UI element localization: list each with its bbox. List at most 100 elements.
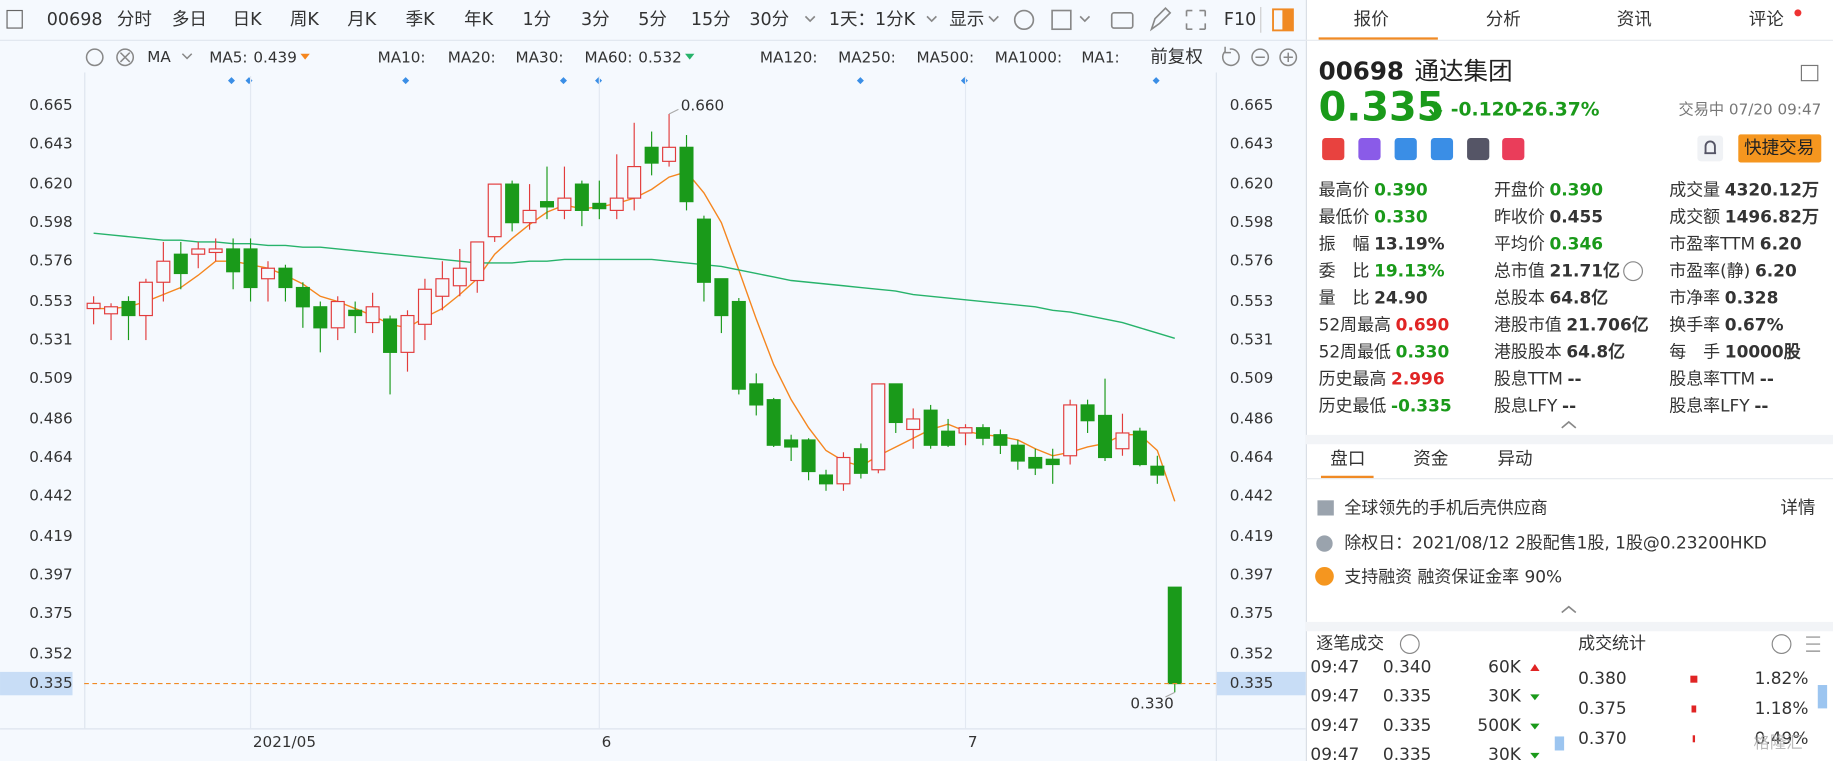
period-tab[interactable]: 1天：1分K — [829, 10, 916, 30]
settings-icon[interactable] — [1013, 9, 1035, 31]
candle-body — [1028, 456, 1043, 469]
zoom-out[interactable] — [1251, 48, 1270, 67]
y-tick-label-right: 0.419 — [1230, 527, 1273, 545]
book-icon — [1317, 500, 1334, 516]
trades-title: 逐笔成交 — [1316, 633, 1384, 653]
ma-x — [119, 52, 193, 63]
period-tab[interactable]: 30分 — [749, 10, 789, 30]
camera-icon[interactable] — [1110, 12, 1134, 29]
stat: 最高价 0.390 — [1319, 180, 1428, 200]
annotation-leader — [668, 108, 679, 115]
candle-body — [417, 288, 432, 325]
trade-time: 09:47 — [1310, 656, 1359, 676]
period-tab[interactable]: F10 — [1224, 10, 1256, 30]
panel-tab[interactable]: 报价 — [1354, 10, 1389, 30]
period-tab[interactable]: 显示 — [949, 10, 984, 30]
y-tick-label-right: 0.352 — [1230, 644, 1273, 662]
expand-icon[interactable] — [1185, 9, 1207, 31]
stat: 历史最高 2.996 — [1319, 369, 1445, 389]
bell[interactable] — [1697, 135, 1724, 162]
panel-icon[interactable] — [1800, 64, 1819, 82]
candle-body — [609, 197, 624, 211]
y-tick-label: 0.375 — [29, 604, 72, 622]
ma-legend-label: MA60: — [585, 48, 633, 66]
sub-tab[interactable]: 资金 — [1413, 449, 1449, 469]
flash-badge[interactable] — [1358, 137, 1381, 161]
price-tag-right — [1216, 671, 1306, 696]
period-tab[interactable]: 3分 — [581, 10, 610, 30]
candle-body — [1063, 404, 1078, 457]
collapse-chevrons[interactable] — [1561, 420, 1577, 614]
quote-change: -0.120 — [1451, 99, 1518, 120]
hk-badge[interactable] — [1322, 137, 1345, 161]
stat-label: 历史最低 — [1319, 396, 1387, 416]
help-icon[interactable] — [1399, 634, 1420, 655]
period-tab[interactable]: 日K — [233, 10, 263, 30]
stat-value: -- — [1562, 396, 1576, 416]
zoom-in[interactable] — [1279, 48, 1298, 67]
annotation-leader — [1165, 691, 1176, 698]
box-icon[interactable] — [1051, 9, 1072, 31]
sub-tab[interactable]: 盘口 — [1330, 449, 1365, 469]
candle-body — [243, 248, 258, 289]
scrollbar[interactable] — [1817, 685, 1828, 709]
ma-legend: MA20: — [448, 48, 496, 66]
adjust[interactable]: 前复权 — [1150, 47, 1203, 67]
ma-settings[interactable] — [85, 48, 104, 67]
more-icon[interactable] — [1771, 634, 1792, 655]
candle-body — [1080, 404, 1095, 422]
reset-icon[interactable] — [1221, 46, 1240, 67]
list-icon[interactable] — [1806, 636, 1821, 652]
period-tab[interactable]: 分时 — [117, 10, 152, 30]
period-tab[interactable]: 季K — [406, 10, 436, 30]
period-tab[interactable]: 15分 — [691, 10, 731, 30]
period-tab[interactable]: 月K — [347, 10, 377, 30]
stat: 52周最低 0.330 — [1319, 342, 1450, 362]
candle-body — [923, 409, 938, 446]
stat-label: 市净率 — [1669, 288, 1720, 308]
quick-trade-label[interactable]: 快捷交易 — [1744, 138, 1814, 158]
quick-trade-button[interactable] — [1738, 134, 1822, 163]
stat-value: 0.328 — [1725, 288, 1779, 308]
ma-legend-label: MA5: — [209, 48, 247, 66]
stat-label: 52周最低 — [1319, 342, 1391, 362]
period-tab[interactable]: 1分 — [523, 10, 552, 30]
ma-close[interactable] — [116, 48, 135, 67]
vol-pct: 1.18% — [1755, 698, 1809, 718]
y-tick-label-right: 0.576 — [1230, 252, 1273, 270]
trade-arrow — [1530, 752, 1540, 759]
stat-value: 19.13% — [1374, 261, 1445, 281]
stat: 开盘价 0.390 — [1494, 180, 1603, 200]
sidebar-icon[interactable] — [6, 9, 23, 29]
period-tab[interactable]: 年K — [464, 10, 494, 30]
more-icon[interactable] — [1623, 261, 1644, 282]
price-tag-label: 0.335 — [29, 674, 72, 692]
stat: 换手率 0.67% — [1669, 315, 1783, 335]
detail-link[interactable]: 详情 — [1780, 499, 1815, 519]
stat: 总市值 21.71亿 — [1494, 261, 1620, 281]
tag-badge[interactable] — [1430, 137, 1454, 161]
y-tick-label: 0.509 — [29, 369, 72, 387]
stat-value: 21.71亿 — [1549, 261, 1620, 281]
pencil-icon[interactable] — [1149, 7, 1172, 32]
y-tick-label-right: 0.665 — [1230, 96, 1273, 114]
stat-value: 0.346 — [1549, 234, 1603, 254]
x-tick-label: 6 — [602, 733, 612, 751]
doc-badge[interactable] — [1467, 137, 1490, 161]
panel-tab[interactable]: 资讯 — [1617, 10, 1652, 30]
period-tab[interactable]: 5分 — [638, 10, 667, 30]
dollar-badge[interactable] — [1394, 137, 1417, 161]
panel-tab[interactable]: 分析 — [1486, 10, 1521, 30]
candle-body — [749, 383, 764, 406]
sub-tab[interactable]: 异动 — [1497, 449, 1532, 469]
stat-value: 4320.12万 — [1725, 180, 1819, 200]
period-tab[interactable]: 多日 — [172, 10, 207, 30]
stock-code[interactable]: 00698 — [47, 10, 103, 30]
heart-badge[interactable] — [1502, 137, 1525, 161]
ma-icons — [85, 46, 1298, 67]
candle-body — [435, 278, 450, 297]
panel-tab[interactable]: 评论 — [1749, 10, 1785, 30]
candle-body — [941, 430, 956, 446]
period-tab[interactable]: 周K — [290, 10, 320, 30]
